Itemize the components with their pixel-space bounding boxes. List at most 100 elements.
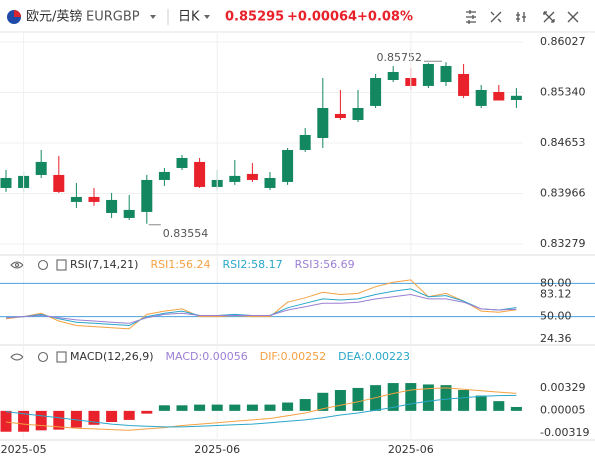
candle-body xyxy=(246,173,258,180)
indicator-title: RSI(7,14,21) xyxy=(70,258,138,271)
fullscreen-icon[interactable] xyxy=(543,11,555,23)
info-icon[interactable] xyxy=(56,351,67,363)
candle-body xyxy=(282,149,294,182)
candle-body xyxy=(334,113,346,118)
candle-body xyxy=(352,107,364,120)
macd-bar xyxy=(458,390,470,411)
macd-bar xyxy=(123,410,135,420)
header: 欧元/英镑 EURGBP 日K 0.85295 +0.00064 +0.08% xyxy=(0,9,595,33)
eye-icon[interactable] xyxy=(10,353,24,361)
candle-body xyxy=(475,89,487,106)
legend-entry: RSI3:56.69 xyxy=(295,258,355,271)
macd-bar xyxy=(106,410,118,422)
y-tick-label: 50.00 xyxy=(540,310,572,323)
gear-icon[interactable] xyxy=(37,351,49,363)
symbol[interactable]: EURGBP xyxy=(86,10,140,25)
macd-bar xyxy=(422,384,434,411)
candle-body xyxy=(35,161,47,175)
candle-body xyxy=(458,73,470,96)
candle-body xyxy=(70,196,82,202)
macd-bar xyxy=(282,402,294,411)
price-change: +0.00064 xyxy=(287,10,357,25)
macd-bar xyxy=(18,410,30,432)
macd-bar xyxy=(352,387,364,411)
macd-bar xyxy=(0,410,12,432)
y-tick-label: 83.12 xyxy=(540,287,572,300)
macd-bar xyxy=(440,385,452,411)
indicator-line xyxy=(5,394,517,428)
dropdown-icon[interactable] xyxy=(150,15,156,19)
close-icon[interactable] xyxy=(567,11,579,23)
macd-bar xyxy=(510,406,522,411)
y-tick-label: -0.00319 xyxy=(540,426,589,439)
dropdown-icon[interactable] xyxy=(204,15,210,19)
candle-body xyxy=(264,177,276,188)
x-tick-label: 2025-06 xyxy=(388,443,434,456)
macd-bar xyxy=(387,383,399,411)
y-tick-label: 0.00005 xyxy=(540,404,586,417)
candle-body xyxy=(176,157,188,168)
candle-body xyxy=(387,71,399,80)
indicator-line xyxy=(5,387,517,431)
macd-bar xyxy=(70,410,82,428)
y-tick-label: 0.85340 xyxy=(540,85,586,98)
candle-body xyxy=(493,91,505,101)
indicator-line xyxy=(5,293,517,324)
candle-body xyxy=(141,179,153,212)
macd-bar xyxy=(405,383,417,411)
legend-entry: DEA:0.00223 xyxy=(338,350,410,363)
legend-entry: RSI1:56.24 xyxy=(150,258,210,271)
macd-bar xyxy=(493,401,505,411)
legend-entry: MACD:0.00056 xyxy=(166,350,248,363)
macd-bar xyxy=(141,410,153,414)
candle-body xyxy=(0,177,12,188)
candle-body xyxy=(53,174,65,192)
pair-name: 欧元/英镑 xyxy=(26,9,82,25)
x-tick-label: 2025-05 xyxy=(1,443,47,456)
candle-body xyxy=(317,107,329,138)
legend-entry: RSI2:58.17 xyxy=(223,258,283,271)
macd-bar xyxy=(299,399,311,411)
candle-body xyxy=(510,95,522,100)
macd-bar xyxy=(264,404,276,411)
legend-entry: DIF:0.00252 xyxy=(260,350,326,363)
macd-bar xyxy=(246,404,258,411)
macd-bar xyxy=(475,395,487,411)
indicator-line xyxy=(5,279,517,330)
eye-icon[interactable] xyxy=(10,261,24,269)
indicator-title: MACD(12,26,9) xyxy=(70,350,154,363)
last-price: 0.85295 xyxy=(225,10,284,25)
macd-bar xyxy=(334,390,346,411)
macd-bar xyxy=(211,404,223,411)
macd-bar xyxy=(176,405,188,411)
macd-bar xyxy=(158,405,170,411)
candle-body xyxy=(299,134,311,150)
high-annotation: 0.85752 xyxy=(377,51,423,64)
candle-body xyxy=(106,199,118,213)
macd-bar xyxy=(317,392,329,411)
y-tick-label: 0.83966 xyxy=(540,186,586,199)
candle-body xyxy=(194,161,206,187)
settings-icon[interactable] xyxy=(466,10,476,24)
candle-body xyxy=(158,171,170,180)
macd-bar xyxy=(35,410,47,431)
y-tick-label: 0.84653 xyxy=(540,136,586,149)
y-tick-label: 80.00 xyxy=(540,276,572,289)
period[interactable]: 日K xyxy=(178,10,200,25)
low-annotation: 0.83554 xyxy=(163,227,209,240)
y-tick-label: 24.36 xyxy=(540,332,572,345)
indicator-icon[interactable] xyxy=(516,12,526,22)
candle-body xyxy=(370,78,382,106)
draw-icon[interactable] xyxy=(490,11,502,23)
macd-bar xyxy=(194,404,206,411)
gear-icon[interactable] xyxy=(37,259,49,271)
candle-body xyxy=(422,63,434,86)
candle-body xyxy=(229,175,241,182)
x-tick-label: 2025-06 xyxy=(194,443,240,456)
y-tick-label: 0.86027 xyxy=(540,35,586,48)
candle-body xyxy=(123,209,135,218)
info-icon[interactable] xyxy=(56,259,67,271)
candle-body xyxy=(440,65,452,82)
macd-bar xyxy=(229,404,241,411)
